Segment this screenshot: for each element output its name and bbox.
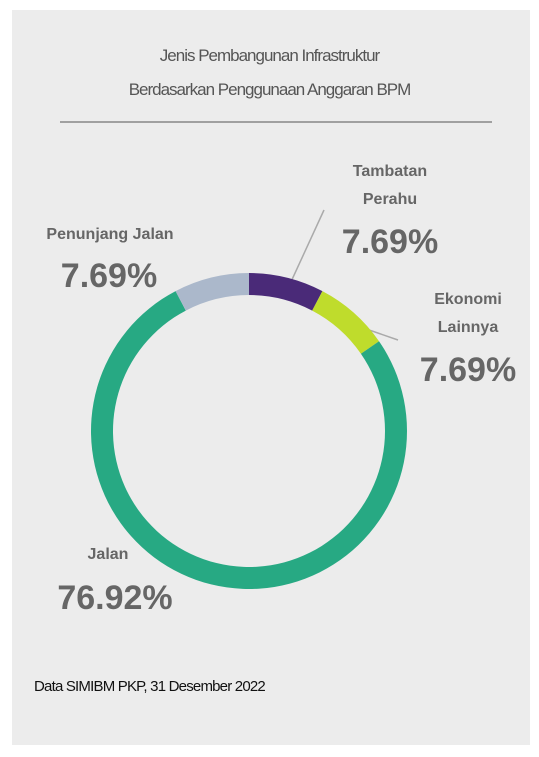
category-label: Jalan	[87, 546, 129, 563]
category-label: Tambatan Perahu	[352, 163, 428, 208]
donut-segment	[175, 273, 249, 311]
value-label: 7.69%	[419, 351, 517, 389]
donut-segment	[249, 273, 323, 311]
chart-title: Jenis Pembangunan Infrastruktur	[159, 46, 380, 65]
chart-title: Berdasarkan Penggunaan Anggaran BPM	[128, 80, 412, 99]
source: Data SIMIBM PKP, 31 Desember 2022	[34, 678, 266, 695]
panel	[12, 10, 530, 745]
donut-segment	[312, 291, 380, 354]
value-label: 76.92%	[57, 579, 173, 617]
value-label: 7.69%	[341, 223, 439, 261]
category-label: Penunjang Jalan	[46, 226, 174, 243]
value-label: 7.69%	[60, 257, 158, 295]
category-label: Ekonomi Lainnya	[434, 291, 502, 336]
